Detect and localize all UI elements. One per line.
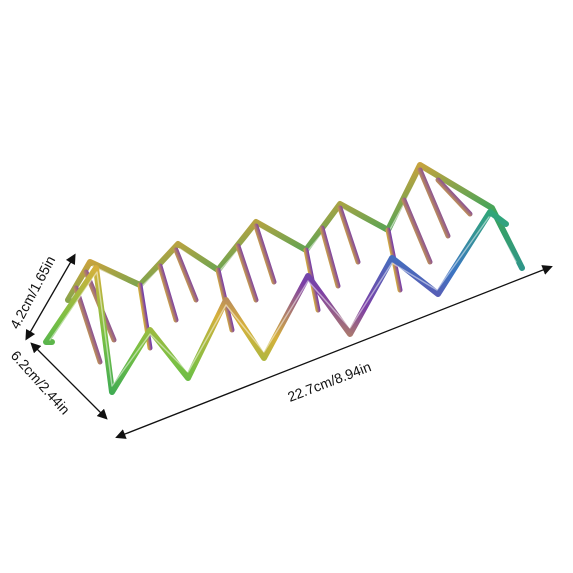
depth-dimension-line (30, 342, 108, 420)
depth-dimension: 6.2cm/2.44in (8, 342, 108, 420)
cross-bar (319, 225, 341, 289)
cross-bar (235, 243, 259, 303)
height-dimension: 4.2cm/1.65in (7, 253, 76, 341)
back-wire-frame (65, 162, 525, 303)
front-wire-frame (43, 209, 509, 395)
cross-bar (435, 177, 473, 217)
cross-bar (337, 205, 361, 265)
cross-bars (73, 167, 473, 365)
height-dimension-label: 4.2cm/1.65in (7, 253, 59, 331)
height-dimension-line (25, 253, 76, 341)
length-dimension: 22.7cm/8.94in (115, 265, 553, 439)
cross-bar (401, 197, 433, 265)
cross-bar (417, 167, 451, 239)
cross-bar (157, 263, 179, 323)
front-rail (43, 209, 509, 395)
depth-dimension-label: 6.2cm/2.44in (8, 347, 74, 417)
length-dimension-line (115, 265, 553, 439)
back-rail (65, 162, 525, 303)
